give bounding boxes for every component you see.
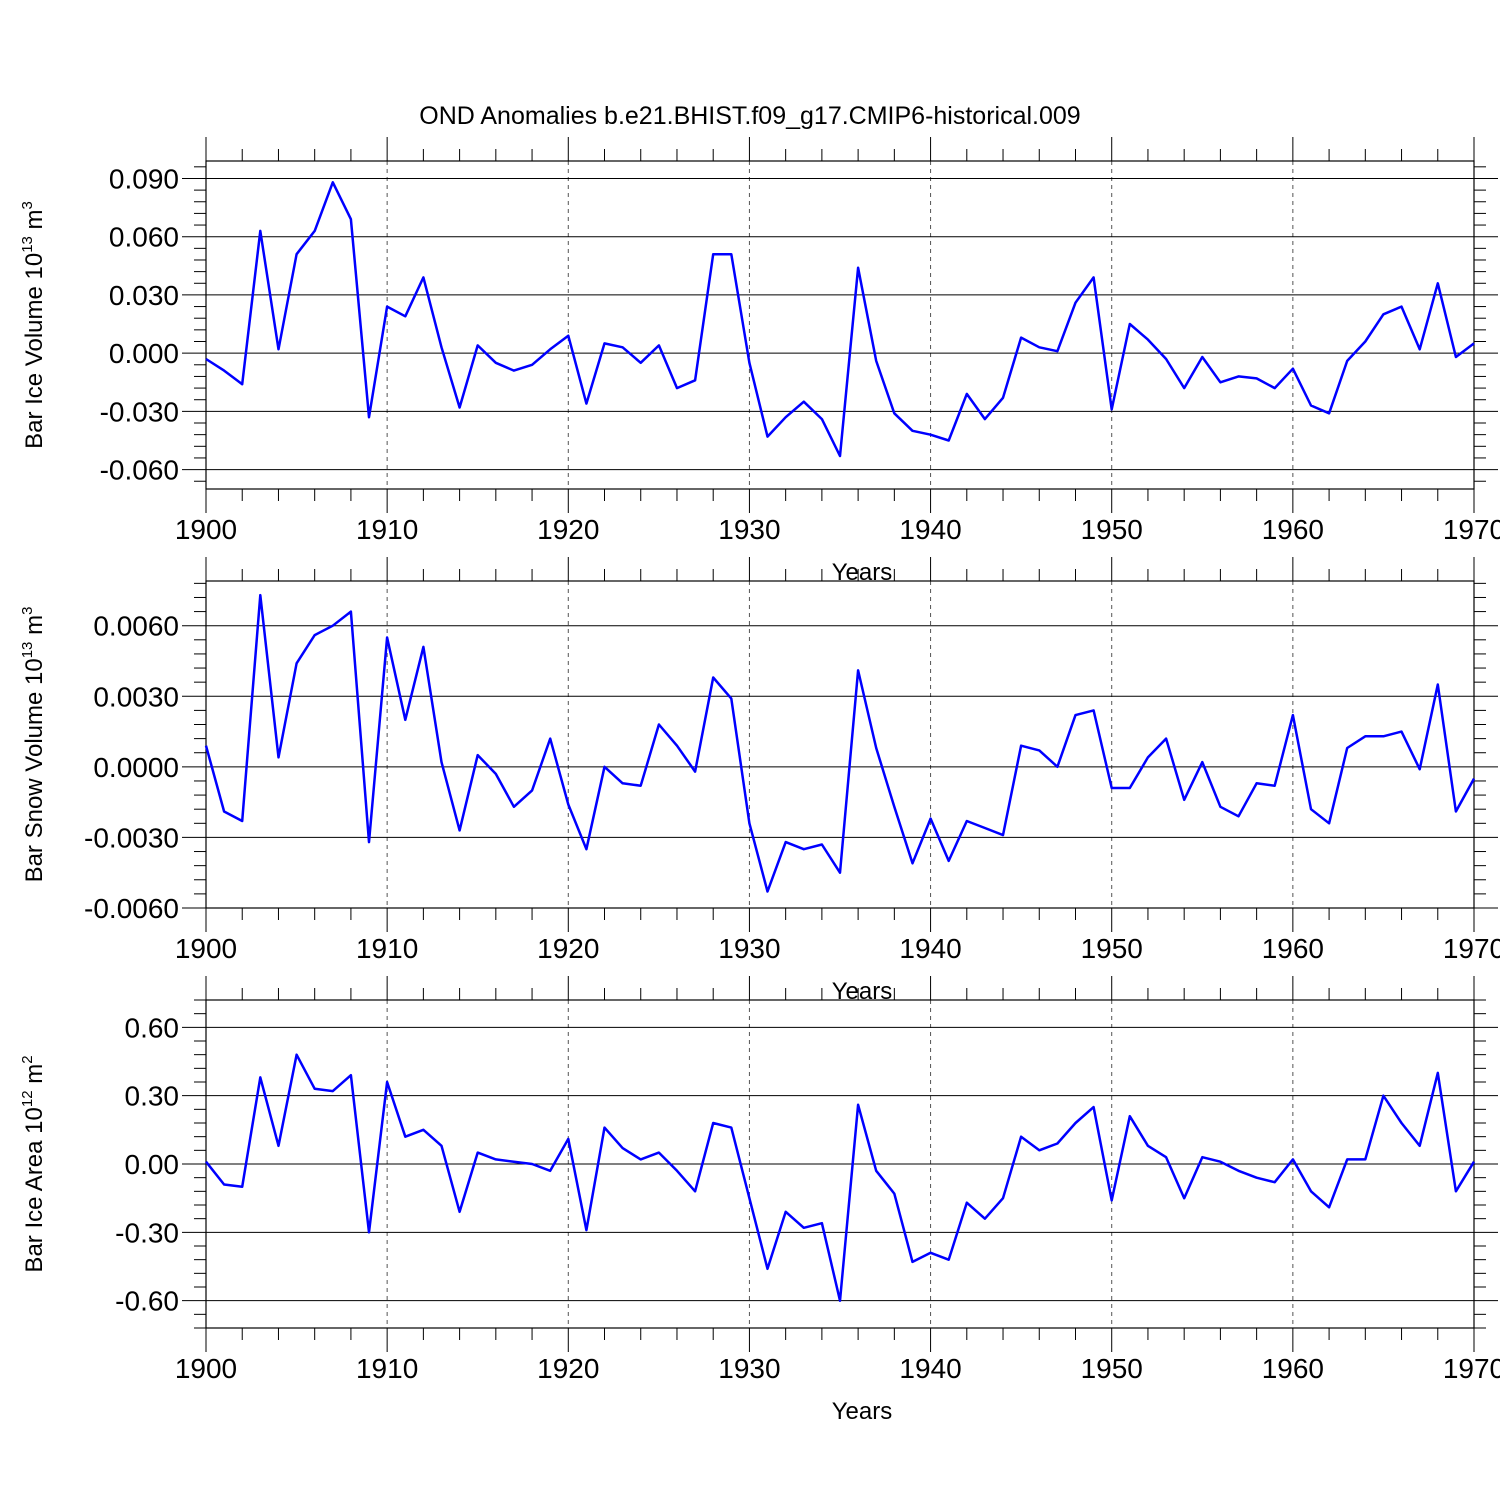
y-tick-label: -0.0030 xyxy=(84,822,179,853)
y-tick-label: -0.030 xyxy=(100,396,179,427)
x-tick-label: 1970 xyxy=(1443,933,1500,964)
y-tick-label: 0.0000 xyxy=(93,752,179,783)
x-tick-label: 1970 xyxy=(1443,514,1500,545)
chart-title: OND Anomalies b.e21.BHIST.f09_g17.CMIP6-… xyxy=(419,102,1080,130)
x-tick-label: 1910 xyxy=(356,933,418,964)
x-tick-label: 1950 xyxy=(1081,514,1143,545)
x-tick-label: 1940 xyxy=(899,514,961,545)
chart-panels: -0.060 -0.030 0.000 0.030 0.060 0.090 1900 1910… xyxy=(19,137,1500,1425)
series-line xyxy=(205,1053,1476,1302)
y-tick-label: 0.30 xyxy=(125,1081,180,1112)
x-tick-label: 1930 xyxy=(718,1353,780,1384)
x-tick-label: 1950 xyxy=(1081,933,1143,964)
plot-frame xyxy=(205,160,1475,490)
series-line xyxy=(205,181,1475,458)
y-tick-label: 0.0030 xyxy=(93,681,179,712)
y-tick-label: -0.060 xyxy=(100,455,179,486)
y-tick-label: 0.000 xyxy=(109,338,179,369)
x-axis-label: Years xyxy=(832,559,893,586)
panel-1: -0.060 -0.030 0.000 0.030 0.060 0.090 1900 1910… xyxy=(19,137,1500,586)
x-tick-label: 1920 xyxy=(537,933,599,964)
x-axis-label: Years xyxy=(832,978,893,1005)
x-tick-label: 1930 xyxy=(718,514,780,545)
y-axis-label: Bar Snow Volume 1013 m3 xyxy=(19,607,48,883)
x-tick-label: 1970 xyxy=(1443,1353,1500,1384)
y-tick-label: 0.090 xyxy=(109,163,179,194)
y-tick-label: 0.60 xyxy=(125,1012,180,1043)
y-tick-label: -0.30 xyxy=(115,1217,179,1248)
x-tick-label: 1940 xyxy=(899,933,961,964)
x-tick-label: 1910 xyxy=(356,1353,418,1384)
y-tick-label: 0.030 xyxy=(109,280,179,311)
y-axis-label: Bar Ice Area 1012 m2 xyxy=(19,1055,48,1272)
x-tick-label: 1950 xyxy=(1081,1353,1143,1384)
x-axis-label: Years xyxy=(832,1398,893,1425)
panel-3: -0.60 -0.30 0.00 0.30 0.60 1900 1910 1920 1930 19… xyxy=(19,976,1500,1425)
y-tick-label: 0.060 xyxy=(109,222,179,253)
x-tick-label: 1900 xyxy=(175,933,237,964)
x-tick-label: 1900 xyxy=(175,514,237,545)
x-tick-label: 1960 xyxy=(1262,1353,1324,1384)
y-axis-label: Bar Ice Volume 1013 m3 xyxy=(19,201,48,449)
y-tick-label: -0.0060 xyxy=(84,893,179,924)
panel-2: -0.0060 -0.0030 0.0000 0.0030 0.0060 1900 1910… xyxy=(19,557,1500,1005)
x-tick-label: 1930 xyxy=(718,933,780,964)
y-tick-label: 0.00 xyxy=(125,1149,180,1180)
x-tick-label: 1910 xyxy=(356,514,418,545)
x-tick-label: 1960 xyxy=(1262,933,1324,964)
series-line xyxy=(204,593,1476,893)
x-tick-label: 1900 xyxy=(175,1353,237,1384)
y-tick-label: 0.0060 xyxy=(93,611,179,642)
x-tick-label: 1920 xyxy=(537,514,599,545)
y-tick-label: -0.60 xyxy=(115,1286,179,1317)
x-tick-label: 1920 xyxy=(537,1353,599,1384)
x-tick-label: 1960 xyxy=(1262,514,1324,545)
x-tick-label: 1940 xyxy=(899,1353,961,1384)
